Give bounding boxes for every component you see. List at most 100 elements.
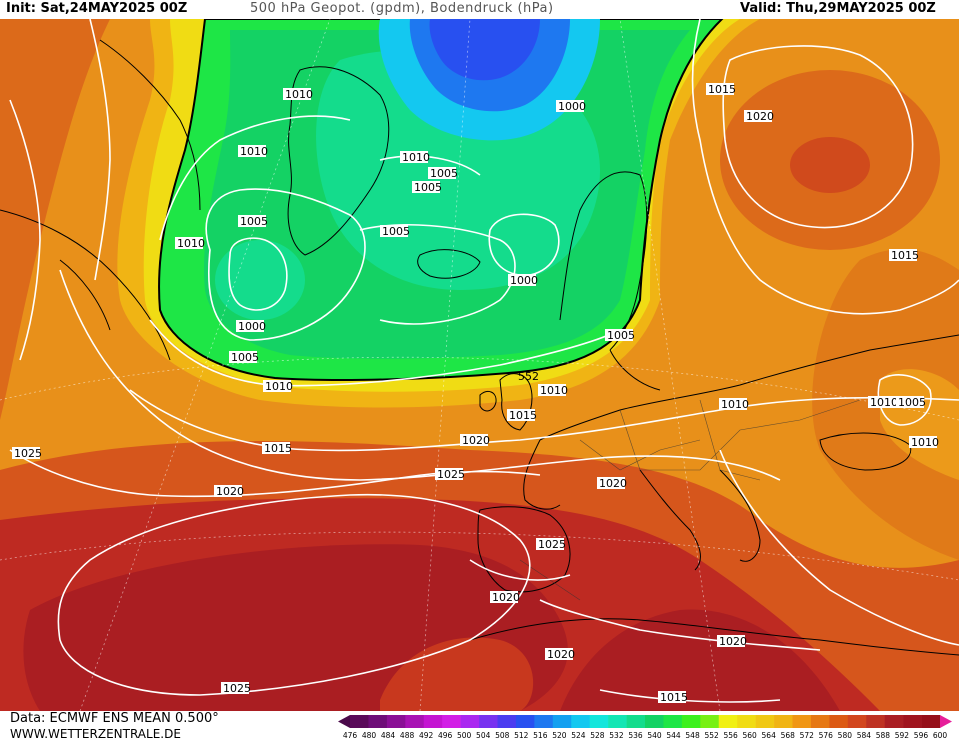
colorbar-swatch (645, 715, 664, 728)
colorbar-tick-label: 516 (533, 731, 548, 740)
svg-text:1000: 1000 (558, 100, 586, 113)
svg-text:1015: 1015 (708, 83, 736, 96)
colorbar-swatch (589, 715, 609, 728)
svg-text:1005: 1005 (607, 329, 635, 342)
colorbar-swatch (866, 715, 885, 728)
colorbar-tick-label: 532 (609, 731, 624, 740)
svg-text:552: 552 (518, 370, 539, 383)
colorbar-tick-label: 592 (895, 731, 910, 740)
svg-text:1025: 1025 (437, 468, 465, 481)
colorbar-tick-label: 552 (704, 731, 719, 740)
colorbar-swatch (552, 715, 572, 728)
colorbar-tick-label: 576 (819, 731, 834, 740)
isobar-label: 1015 (262, 442, 292, 455)
colorbar-tick-label: 492 (419, 731, 434, 740)
weather-map: 1010 1010 1010 1010 1005 1005 1005 1005 … (0, 19, 959, 711)
colorbar-tick-label: 524 (571, 731, 586, 740)
isobar-label: 1015 (706, 83, 736, 96)
svg-text:1010: 1010 (265, 380, 293, 393)
chart-title: 500 hPa Geopot. (gpdm), Bodendruck (hPa) (250, 1, 554, 16)
field-blue (429, 19, 540, 81)
isobar-label: 1005 (380, 225, 410, 238)
colorbar-swatch (626, 715, 646, 728)
isobar-label: 1025 (435, 468, 465, 481)
isobar-label: 1005 (238, 215, 268, 228)
svg-text:1020: 1020 (462, 434, 490, 447)
isobar-label: 1000 (236, 320, 266, 333)
colorbar-swatch (700, 715, 720, 728)
colorbar-tick-label: 568 (781, 731, 796, 740)
colorbar-swatch (423, 715, 443, 728)
colorbar-swatch (847, 715, 867, 728)
colorbar-swatch (497, 715, 517, 728)
colorbar-swatch (460, 715, 480, 728)
svg-text:1005: 1005 (382, 225, 410, 238)
colorbar-swatch (515, 715, 535, 728)
isobars (9, 19, 959, 703)
colorbar-tick-label: 536 (628, 731, 643, 740)
colorbar-swatch (737, 715, 756, 728)
colorbar-swatch (534, 715, 554, 728)
colorbar-tick-label: 476 (343, 731, 358, 740)
svg-text:1005: 1005 (430, 167, 458, 180)
colorbar-max-arrow (940, 715, 952, 728)
colorbar-tick-label: 480 (362, 731, 377, 740)
isobar-label: 1010 (238, 145, 268, 158)
field-high-ne-core (790, 137, 870, 193)
isobar-label: 1005 (428, 167, 458, 180)
isobar-label: 1015 (507, 409, 537, 422)
colorbar-tick-label: 544 (666, 731, 681, 740)
svg-text:1020: 1020 (746, 110, 774, 123)
contour-label-552: 552 (518, 370, 539, 383)
colorbar-swatch (663, 715, 683, 728)
colorbar-swatch (792, 715, 812, 728)
field-low-east (480, 210, 560, 270)
colorbar-swatch (479, 715, 498, 728)
isobar-label: 1020 (545, 648, 575, 661)
isobar-label: 1025 (536, 538, 566, 551)
field-spot-africa (380, 637, 534, 711)
colorbar-tick-label: 540 (647, 731, 662, 740)
field-low-west (215, 240, 305, 320)
colorbar-swatch (921, 715, 941, 728)
colorbar-tick-label: 584 (857, 731, 872, 740)
svg-text:1005: 1005 (231, 351, 259, 364)
isobar-label: 1020 (597, 477, 627, 490)
colorbar-tick-label: 500 (457, 731, 472, 740)
isobar-label: 1005 (229, 351, 259, 364)
colorbar-legend: 476 480 484 488 492 496 500 504 508 512 516 520 524 5… (338, 715, 952, 740)
field-west (0, 19, 110, 420)
colorbar-tick-label: 564 (762, 731, 777, 740)
colorbar-swatches (338, 715, 952, 728)
isobar-label: 1015 (658, 691, 688, 704)
colorbar-swatch (386, 715, 406, 728)
colorbar-min-arrow (338, 715, 350, 728)
svg-text:1025: 1025 (223, 682, 251, 695)
isobar-label: 1025 (221, 682, 251, 695)
isobar-label: 1020 (744, 110, 774, 123)
colorbar-tick-label: 512 (514, 731, 529, 740)
colorbar-swatch (884, 715, 904, 728)
colorbar-swatch (350, 715, 369, 728)
colorbar-tick-label: 528 (590, 731, 605, 740)
colorbar-swatch (755, 715, 775, 728)
colorbar-tick-label: 572 (800, 731, 815, 740)
isobar-label: 1015 (889, 249, 919, 262)
isobar-label: 1005 (896, 396, 926, 409)
site-url: WWW.WETTERZENTRALE.DE (10, 727, 181, 741)
colorbar-swatch (405, 715, 425, 728)
colorbar-tick-label: 488 (400, 731, 415, 740)
svg-text:1000: 1000 (510, 274, 538, 287)
isobar-label: 1010 (868, 396, 898, 409)
isobar-label: 1010 (175, 237, 205, 250)
svg-text:1010: 1010 (402, 151, 430, 164)
svg-text:1005: 1005 (898, 396, 926, 409)
colorbar-tick-label: 600 (933, 731, 948, 740)
coastlines (0, 39, 959, 656)
colorbar-swatch (681, 715, 701, 728)
svg-text:1010: 1010 (285, 88, 313, 101)
svg-text:1010: 1010 (177, 237, 205, 250)
colorbar-tick-label: 496 (438, 731, 453, 740)
svg-text:1015: 1015 (264, 442, 292, 455)
colorbar-swatch (718, 715, 738, 728)
